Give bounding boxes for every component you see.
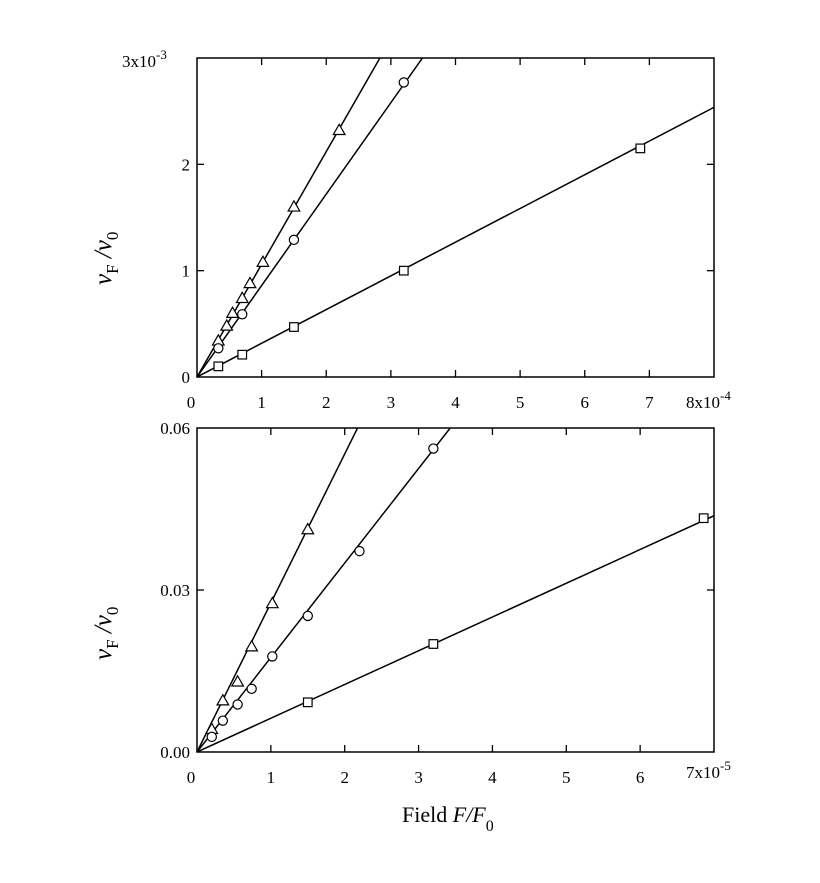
bottom-y-tick-label: 0.00 bbox=[160, 743, 190, 762]
top-x-tick-label: 1 bbox=[257, 393, 266, 412]
bottom-y-axis-label: vF /v0 bbox=[90, 607, 122, 660]
bottom-x-scale-exponent: -5 bbox=[720, 758, 731, 773]
bottom-point-circle bbox=[246, 683, 257, 695]
top-point-square bbox=[635, 143, 646, 154]
top-x-tick-label: 0 bbox=[187, 393, 196, 412]
bottom-point-circle bbox=[354, 545, 365, 557]
bottom-x-tick-label: 6 bbox=[636, 768, 645, 787]
top-point-triangle bbox=[225, 305, 240, 318]
bottom-data-points bbox=[204, 443, 709, 743]
bottom-point-triangle bbox=[265, 596, 280, 609]
bottom-fit-line-circle bbox=[197, 428, 452, 752]
top-data-points bbox=[211, 77, 646, 372]
top-point-circle bbox=[398, 77, 409, 88]
top-x-scale-exponent: -4 bbox=[720, 388, 731, 403]
bottom-ticks: 0 1 2 3 4 5 6 0.00 0.03 0.06 bbox=[160, 419, 714, 787]
bottom-point-square bbox=[698, 513, 709, 524]
bottom-x-tick-label: 2 bbox=[340, 768, 349, 787]
top-x-tick-label: 6 bbox=[581, 393, 590, 412]
bottom-x-tick-label: 5 bbox=[562, 768, 571, 787]
top-fit-line-triangle bbox=[197, 58, 381, 377]
bottom-point-triangle bbox=[300, 522, 315, 535]
top-point-circle bbox=[288, 234, 300, 246]
bottom-fit-lines bbox=[197, 428, 714, 752]
bottom-plot-frame bbox=[196, 427, 715, 753]
top-point-square bbox=[213, 361, 224, 372]
top-x-tick-label: 5 bbox=[516, 393, 525, 412]
top-point-square bbox=[398, 265, 409, 276]
bottom-fit-line-square bbox=[197, 514, 714, 752]
top-point-circle bbox=[213, 343, 224, 354]
top-chart: 0 1 2 3 4 5 6 7 0 1 2 3x10-3 8x10-4 vF /v0 bbox=[90, 47, 731, 412]
bottom-point-circle bbox=[302, 610, 313, 622]
bottom-point-square bbox=[428, 639, 439, 649]
bottom-point-triangle bbox=[230, 674, 245, 687]
bottom-y-tick-label: 0.03 bbox=[160, 581, 190, 600]
bottom-point-circle bbox=[428, 443, 439, 454]
top-point-circle bbox=[237, 309, 248, 320]
top-point-square bbox=[289, 322, 299, 332]
top-x-tick-label: 3 bbox=[387, 393, 396, 412]
top-x-scale-label: 8x10-4 bbox=[686, 388, 731, 412]
bottom-point-circle bbox=[267, 651, 278, 662]
bottom-point-triangle bbox=[216, 693, 230, 706]
top-fit-lines bbox=[197, 58, 714, 377]
bottom-x-tick-label: 4 bbox=[488, 768, 497, 787]
bottom-point-triangle bbox=[244, 639, 259, 652]
bottom-point-circle bbox=[232, 699, 243, 710]
top-fit-line-circle bbox=[197, 58, 424, 377]
top-y-axis-label: vF /v0 bbox=[90, 232, 122, 285]
top-plot-frame bbox=[196, 57, 715, 378]
bottom-fit-line-triangle bbox=[197, 428, 359, 752]
top-point-triangle bbox=[256, 254, 270, 267]
top-y-tick-label: 2 bbox=[182, 155, 191, 174]
bottom-x-scale-label: 7x10-5 bbox=[686, 758, 731, 782]
top-y-scale-exponent: -3 bbox=[156, 47, 167, 62]
top-point-square bbox=[237, 349, 248, 360]
bottom-chart: 0 1 2 3 4 5 6 0.00 0.03 0.06 7x10-5 vF /v0 Field … bbox=[90, 419, 731, 835]
bottom-y-tick-label: 0.06 bbox=[160, 419, 190, 438]
bottom-x-axis-label: Field F/F0 bbox=[402, 802, 494, 835]
top-x-tick-label: 7 bbox=[645, 393, 654, 412]
bottom-point-circle bbox=[217, 715, 229, 726]
bottom-point-circle bbox=[206, 731, 217, 743]
top-point-triangle bbox=[219, 318, 234, 331]
bottom-x-tick-label: 3 bbox=[414, 768, 423, 787]
top-y-scale-label: 3x10-3 bbox=[122, 47, 167, 71]
top-y-tick-label: 1 bbox=[182, 262, 191, 281]
top-point-triangle bbox=[243, 276, 257, 289]
bottom-x-tick-label: 1 bbox=[267, 768, 276, 787]
top-ticks: 0 1 2 3 4 5 6 7 0 1 2 bbox=[182, 58, 714, 412]
top-point-triangle bbox=[287, 199, 301, 212]
top-fit-line-square bbox=[197, 106, 714, 377]
bottom-point-square bbox=[302, 697, 313, 708]
top-x-tick-label: 2 bbox=[322, 393, 331, 412]
top-x-tick-label: 4 bbox=[451, 393, 460, 412]
bottom-x-tick-label: 0 bbox=[187, 768, 196, 787]
top-y-tick-label: 0 bbox=[182, 368, 191, 387]
top-point-triangle bbox=[332, 123, 347, 136]
top-point-triangle bbox=[235, 291, 250, 304]
